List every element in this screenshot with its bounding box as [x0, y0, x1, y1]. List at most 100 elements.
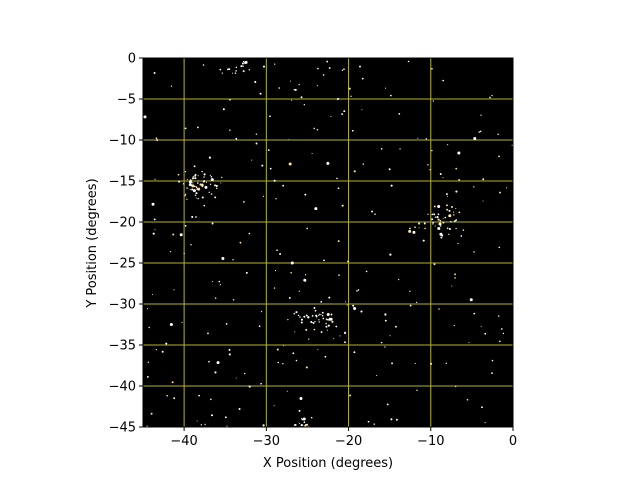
- star-point: [337, 187, 340, 190]
- star-point: [161, 350, 164, 353]
- star-point: [344, 341, 347, 344]
- star-point: [454, 273, 456, 276]
- star-point: [437, 205, 441, 209]
- star-point: [424, 227, 426, 230]
- star-point: [210, 398, 212, 401]
- star-point: [446, 227, 449, 230]
- star-point: [173, 289, 175, 291]
- star-point: [290, 261, 294, 265]
- star-point: [287, 319, 289, 321]
- star-point: [473, 186, 475, 188]
- star-point: [399, 148, 401, 150]
- y-tick-label: −20: [109, 216, 136, 231]
- star-point: [498, 155, 500, 158]
- star-point: [192, 182, 194, 184]
- star-point: [303, 278, 307, 282]
- star-point: [181, 321, 183, 323]
- star-point: [306, 423, 309, 426]
- x-tick-label: −20: [335, 434, 362, 449]
- star-point: [450, 220, 452, 223]
- star-point: [409, 290, 411, 292]
- star-point: [437, 213, 440, 216]
- plot-area: [143, 58, 513, 427]
- star-point: [442, 79, 444, 82]
- star-point: [448, 209, 451, 212]
- star-point: [299, 316, 301, 318]
- star-point: [361, 77, 364, 80]
- star-point: [294, 88, 297, 91]
- star-point: [195, 216, 197, 218]
- star-point: [214, 184, 216, 187]
- star-point: [240, 65, 243, 68]
- star-point: [212, 281, 214, 283]
- star-point: [242, 61, 245, 63]
- star-point: [235, 137, 238, 140]
- star-point: [311, 152, 313, 154]
- star-point: [455, 227, 457, 230]
- star-point: [300, 318, 303, 321]
- star-point: [303, 315, 306, 318]
- y-axis-label: Y Position (degrees): [85, 178, 100, 308]
- star-point: [353, 351, 356, 354]
- star-point: [333, 338, 335, 340]
- star-point: [239, 241, 242, 244]
- star-point: [156, 139, 159, 141]
- star-point: [457, 242, 459, 245]
- star-point: [197, 197, 199, 200]
- star-point: [317, 348, 319, 350]
- star-point: [262, 424, 265, 427]
- star-point: [437, 218, 440, 221]
- star-point: [172, 233, 175, 236]
- star-point: [153, 218, 156, 221]
- star-point: [186, 178, 188, 180]
- star-point: [173, 397, 176, 400]
- star-point: [460, 235, 463, 237]
- star-point: [343, 68, 345, 71]
- star-point: [148, 326, 150, 329]
- star-point: [303, 104, 306, 106]
- star-point: [283, 345, 285, 347]
- star-point: [184, 193, 187, 196]
- star-point: [320, 313, 322, 316]
- star-point: [314, 309, 317, 312]
- star-point: [210, 193, 213, 195]
- star-point: [484, 422, 486, 424]
- star-point: [440, 234, 443, 236]
- star-point: [482, 200, 484, 202]
- star-point: [267, 149, 270, 152]
- star-point: [299, 397, 303, 400]
- star-point: [431, 67, 433, 70]
- star-point: [221, 176, 223, 179]
- star-point: [258, 325, 261, 328]
- star-point: [327, 324, 330, 327]
- star-point: [388, 168, 391, 171]
- star-point: [314, 320, 316, 323]
- star-point: [329, 317, 333, 321]
- star-point: [273, 405, 275, 407]
- star-point: [192, 189, 196, 193]
- star-point: [259, 92, 262, 95]
- star-point: [386, 403, 389, 406]
- star-point: [445, 362, 447, 364]
- star-point: [295, 311, 298, 314]
- star-point: [380, 148, 383, 150]
- star-point: [353, 170, 356, 173]
- star-point: [295, 359, 298, 362]
- star-point: [184, 127, 187, 130]
- star-point: [389, 253, 392, 256]
- star-point: [339, 335, 341, 337]
- star-point: [446, 208, 449, 211]
- star-point: [211, 179, 214, 182]
- star-point: [191, 215, 194, 218]
- star-point: [390, 94, 392, 97]
- star-point: [389, 335, 391, 337]
- star-point: [200, 424, 203, 426]
- star-point: [337, 240, 340, 243]
- star-point: [328, 67, 331, 69]
- star-point: [228, 348, 231, 351]
- star-point: [450, 205, 453, 208]
- star-point: [143, 115, 147, 119]
- star-point: [251, 159, 253, 161]
- plot-frame: [142, 57, 514, 428]
- star-point: [201, 170, 203, 173]
